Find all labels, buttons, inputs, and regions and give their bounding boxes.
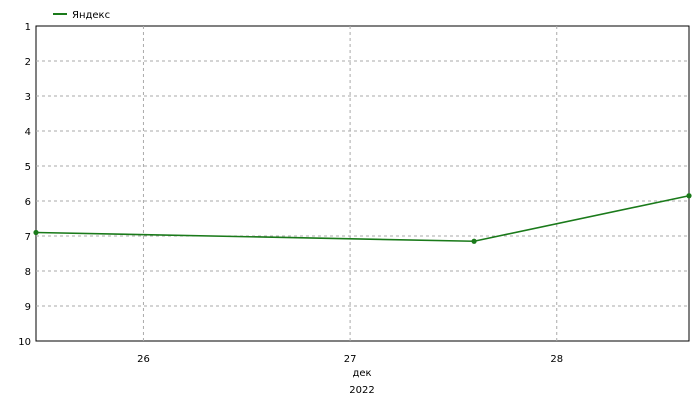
y-tick-label: 8 bbox=[25, 267, 31, 278]
data-point bbox=[33, 229, 39, 236]
series-layer bbox=[33, 193, 692, 244]
data-point bbox=[686, 193, 692, 199]
x-tick-label: 26 bbox=[137, 354, 150, 365]
y-tick-label: 2 bbox=[25, 57, 31, 68]
plot-area bbox=[35, 25, 690, 342]
legend-label: Яндекс bbox=[72, 10, 110, 21]
y-tick-label: 7 bbox=[25, 232, 31, 243]
y-tick-label: 1 bbox=[25, 22, 31, 33]
legend: Яндекс bbox=[53, 10, 110, 21]
y-tick-label: 3 bbox=[25, 92, 31, 103]
x-axis-label: дек bbox=[352, 368, 371, 379]
data-point bbox=[471, 238, 477, 244]
grid bbox=[36, 26, 689, 341]
y-tick-label: 5 bbox=[25, 162, 31, 173]
y-tick-label: 6 bbox=[25, 197, 31, 208]
y-tick-label: 4 bbox=[25, 127, 31, 138]
x-tick-label: 28 bbox=[550, 354, 563, 365]
y-tick-label: 10 bbox=[18, 337, 31, 348]
x-tick-label: 27 bbox=[344, 354, 357, 365]
x-axis: 26 27 28 bbox=[137, 354, 563, 365]
y-tick-label: 9 bbox=[25, 302, 31, 313]
x-axis-year: 2022 bbox=[349, 385, 374, 396]
y-axis: 1 2 3 4 5 6 7 8 9 10 bbox=[18, 22, 31, 348]
